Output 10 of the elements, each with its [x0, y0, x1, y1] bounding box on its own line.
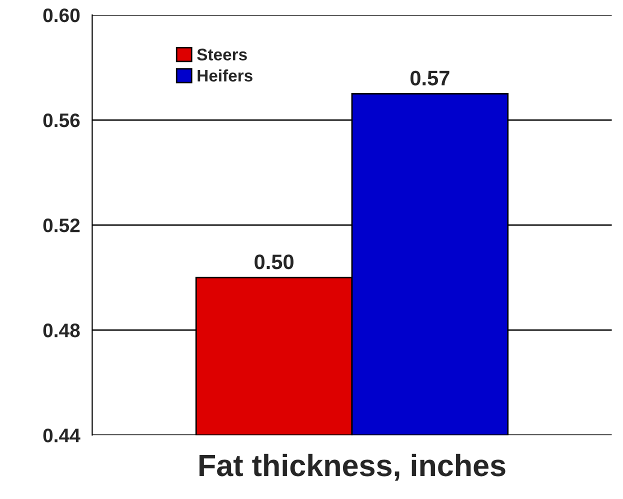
data-label: 0.50	[254, 254, 294, 270]
y-tick-label: 0.52	[43, 218, 80, 232]
x-axis-title: Fat thickness, inches	[200, 454, 506, 481]
y-tick-label: 0.48	[43, 324, 80, 338]
legend-label: Heifers	[198, 69, 252, 82]
data-label: 0.57	[410, 70, 450, 86]
y-tick-label: 0.60	[43, 8, 80, 22]
y-tick-label: 0.56	[43, 113, 80, 128]
legend-label: Steers	[197, 48, 247, 60]
y-tick-label: 0.44	[43, 428, 80, 442]
